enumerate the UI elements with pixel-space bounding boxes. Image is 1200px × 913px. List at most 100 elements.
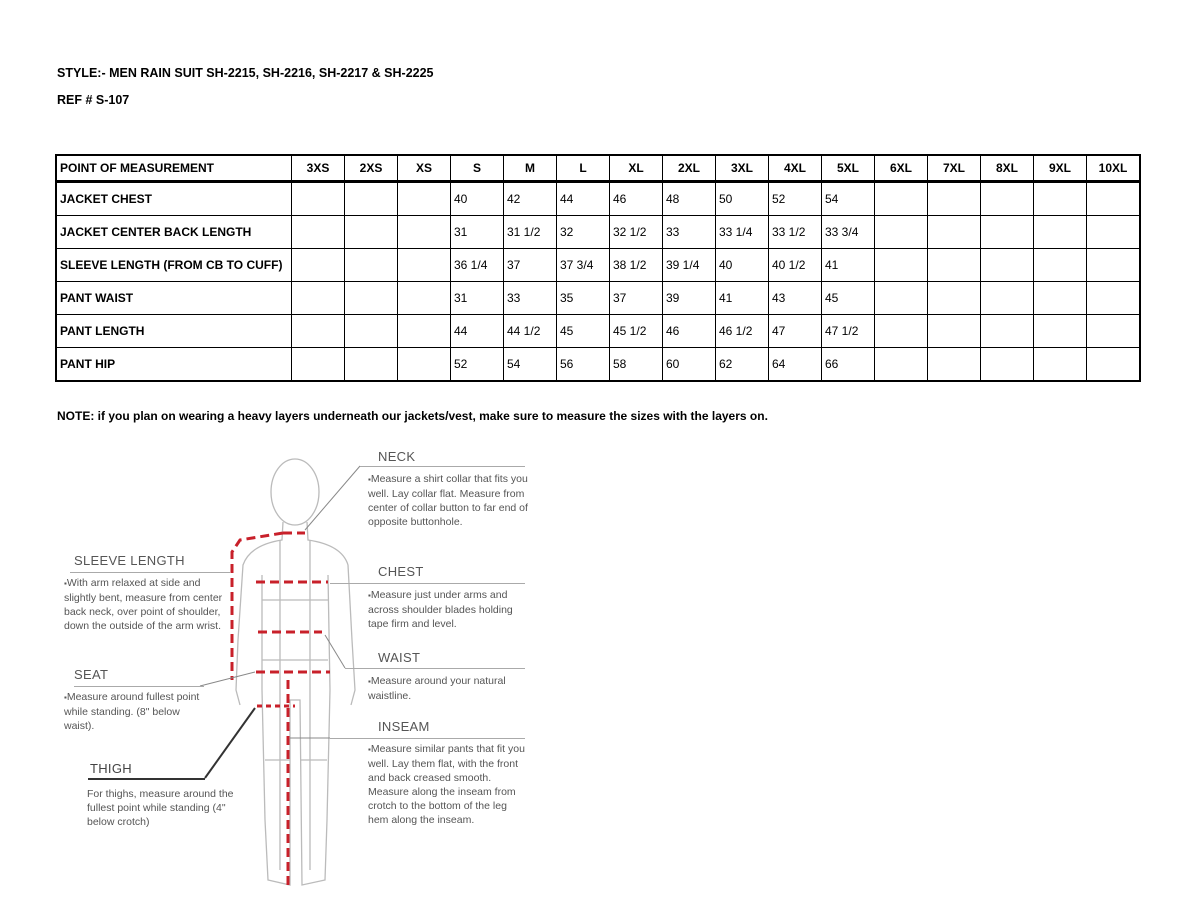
neck-text: Measure a shirt collar that fits you wel… <box>368 472 528 529</box>
measurement-value <box>344 281 398 315</box>
chest-label: CHEST <box>378 564 424 579</box>
measurement-value: 52 <box>450 347 504 382</box>
measurement-value: 47 1/2 <box>821 314 875 348</box>
measurement-value <box>1033 314 1087 348</box>
column-header-size: 4XL <box>768 154 822 182</box>
measurement-value <box>1033 347 1087 382</box>
measurement-value: 33 1/4 <box>715 215 769 249</box>
column-header-size: XS <box>397 154 451 182</box>
measurement-value: 31 <box>450 215 504 249</box>
measurement-value <box>397 215 451 249</box>
measurement-value <box>397 281 451 315</box>
measurement-value: 43 <box>768 281 822 315</box>
measurement-value <box>980 281 1034 315</box>
seat-label: SEAT <box>74 667 109 682</box>
table-row: JACKET CHEST 40 42 44 46 48 50 52 54 <box>55 181 1141 216</box>
measurement-value <box>291 215 345 249</box>
leader-lines <box>199 465 361 779</box>
measurement-value: 62 <box>715 347 769 382</box>
measurement-value <box>344 181 398 216</box>
column-header-point: POINT OF MEASUREMENT <box>55 154 292 182</box>
measurement-value: 45 <box>556 314 610 348</box>
measurement-name: JACKET CHEST <box>55 181 292 216</box>
measurement-value <box>397 314 451 348</box>
column-header-size: 3XL <box>715 154 769 182</box>
waist-label: WAIST <box>378 650 421 665</box>
measurement-value: 37 <box>609 281 663 315</box>
inseam-text: Measure similar pants that fit you well.… <box>368 742 528 827</box>
measurement-value <box>1086 314 1141 348</box>
table-row: PANT HIP 52 54 56 58 60 62 64 66 <box>55 347 1141 382</box>
column-header-size: S <box>450 154 504 182</box>
chest-divider <box>330 583 525 584</box>
measurement-value <box>1033 281 1087 315</box>
table-header-row: POINT OF MEASUREMENT 3XS 2XS XS S M L XL 2XL 3XL 4… <box>55 154 1141 182</box>
column-header-size: 5XL <box>821 154 875 182</box>
measurement-value <box>980 181 1034 216</box>
measurement-value: 41 <box>821 248 875 282</box>
inseam-divider <box>330 738 525 739</box>
neck-divider <box>360 466 525 467</box>
measurement-value: 33 <box>662 215 716 249</box>
sleeve-divider <box>70 572 230 573</box>
inseam-label: INSEAM <box>378 719 430 734</box>
waist-text: Measure around your natural waistline. <box>368 674 508 703</box>
thigh-text: For thighs, measure around the fullest p… <box>87 788 234 828</box>
measurement-value <box>291 248 345 282</box>
measurement-value <box>874 314 928 348</box>
measurement-value: 44 <box>450 314 504 348</box>
style-title: STYLE:- MEN RAIN SUIT SH-2215, SH-2216, … <box>57 66 434 80</box>
layering-note: NOTE: if you plan on wearing a heavy lay… <box>57 409 768 423</box>
measurement-value: 52 <box>768 181 822 216</box>
chest-text: Measure just under arms and across shoul… <box>368 588 528 631</box>
seat-divider <box>74 686 204 687</box>
measurement-value: 36 1/4 <box>450 248 504 282</box>
measurement-value: 48 <box>662 181 716 216</box>
body-outline <box>235 458 356 886</box>
column-header-size: 7XL <box>927 154 981 182</box>
measurement-value: 37 <box>503 248 557 282</box>
measurement-value: 45 1/2 <box>609 314 663 348</box>
measurement-value <box>1086 281 1141 315</box>
measurement-value <box>980 347 1034 382</box>
measurement-value: 54 <box>821 181 875 216</box>
measurement-value: 31 1/2 <box>503 215 557 249</box>
measurement-value: 42 <box>503 181 557 216</box>
table-row: JACKET CENTER BACK LENGTH 31 31 1/2 32 32 1/… <box>55 215 1141 249</box>
measurement-value: 58 <box>609 347 663 382</box>
measurement-value: 39 <box>662 281 716 315</box>
column-header-size: M <box>503 154 557 182</box>
thigh-divider <box>88 778 205 780</box>
measurement-value: 60 <box>662 347 716 382</box>
measurement-value <box>1033 181 1087 216</box>
measurement-value: 46 <box>662 314 716 348</box>
column-header-size: XL <box>609 154 663 182</box>
measurement-value <box>344 314 398 348</box>
column-header-size: 8XL <box>980 154 1034 182</box>
measurement-value <box>1086 181 1141 216</box>
measurement-dashes <box>230 531 330 885</box>
measurement-value: 31 <box>450 281 504 315</box>
measurement-name: PANT HIP <box>55 347 292 382</box>
seat-text: Measure around fullest point while stand… <box>64 690 204 733</box>
measurement-value <box>874 347 928 382</box>
measurement-value <box>874 248 928 282</box>
measurement-value: 33 1/2 <box>768 215 822 249</box>
measurement-value: 54 <box>503 347 557 382</box>
measurement-value: 56 <box>556 347 610 382</box>
waist-divider <box>345 668 525 669</box>
measurement-value: 32 1/2 <box>609 215 663 249</box>
sleeve-length-label: SLEEVE LENGTH <box>74 553 185 568</box>
thigh-label: THIGH <box>90 761 132 776</box>
measurement-value: 44 1/2 <box>503 314 557 348</box>
measurement-value <box>874 215 928 249</box>
ref-number: REF # S-107 <box>57 93 130 107</box>
column-header-size: 6XL <box>874 154 928 182</box>
sleeve-length-text: With arm relaxed at side and slightly be… <box>64 576 224 633</box>
column-header-size: 3XS <box>291 154 345 182</box>
measurement-value: 41 <box>715 281 769 315</box>
measurement-value <box>1086 347 1141 382</box>
measurement-value: 47 <box>768 314 822 348</box>
measurement-value <box>927 314 981 348</box>
